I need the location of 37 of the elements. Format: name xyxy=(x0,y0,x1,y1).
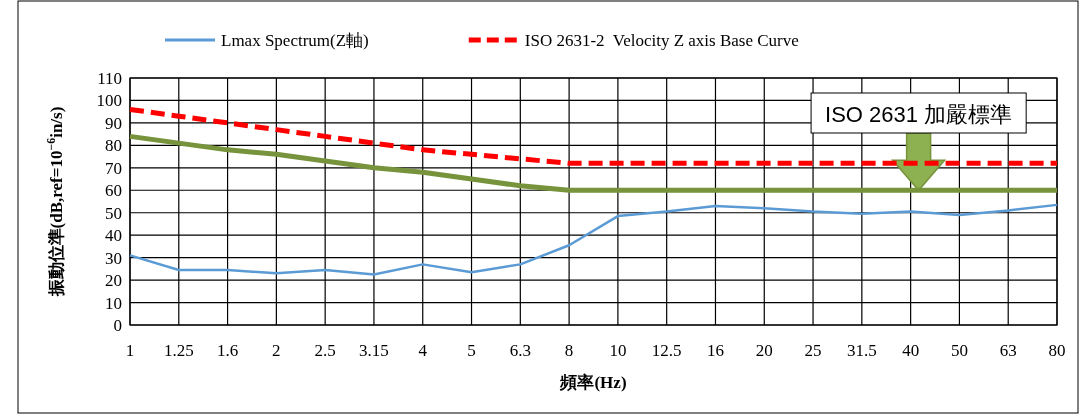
x-tick-label: 5 xyxy=(467,341,476,360)
x-tick-label: 31.5 xyxy=(846,341,877,360)
legend-label: ISO 2631-2 Velocity Z axis Base Curve xyxy=(524,31,799,50)
x-tick-label: 6.3 xyxy=(509,341,531,360)
x-tick-label: 12.5 xyxy=(651,341,682,360)
y-tick-label: 40 xyxy=(105,226,122,246)
x-tick-label: 50 xyxy=(950,341,968,360)
y-tick-label: 10 xyxy=(105,293,122,313)
y-tick-label: 20 xyxy=(105,271,122,291)
y-tick-label: 0 xyxy=(113,316,122,335)
x-tick-label: 63 xyxy=(999,341,1017,360)
y-tick-label: 30 xyxy=(105,248,122,268)
x-tick-label: 2.5 xyxy=(314,341,336,360)
x-tick-label: 2 xyxy=(272,341,281,360)
y-tick-label: 110 xyxy=(97,69,122,88)
y-tick-label: 100 xyxy=(96,91,122,111)
x-tick-label: 4 xyxy=(418,341,428,360)
y-tick-label: 70 xyxy=(105,158,122,178)
y-tick-label: 80 xyxy=(105,136,122,156)
x-tick-label: 40 xyxy=(902,341,920,360)
line-series xyxy=(128,203,1059,276)
x-tick-label: 10 xyxy=(609,341,627,360)
x-tick-label: 1 xyxy=(125,341,135,360)
x-tick-label: 80 xyxy=(1048,341,1066,360)
y-tick-label: 50 xyxy=(105,203,122,223)
x-tick-label: 1.6 xyxy=(216,341,239,360)
x-tick-label: 20 xyxy=(755,341,773,360)
x-tick-label: 1.25 xyxy=(163,341,194,360)
x-tick-label: 8 xyxy=(564,341,574,360)
annotation: ISO 2631 加嚴標準 xyxy=(825,102,1013,127)
x-tick-label: 25 xyxy=(804,341,822,360)
x-axis-title: 頻率(Hz) xyxy=(559,373,627,392)
x-tick-label: 3.15 xyxy=(359,341,389,360)
y-tick-label: 90 xyxy=(105,113,122,133)
x-tick-label: 16 xyxy=(706,341,724,360)
y-tick-label: 60 xyxy=(105,181,122,201)
legend-label: Lmax Spectrum(Z軸) xyxy=(221,31,369,50)
